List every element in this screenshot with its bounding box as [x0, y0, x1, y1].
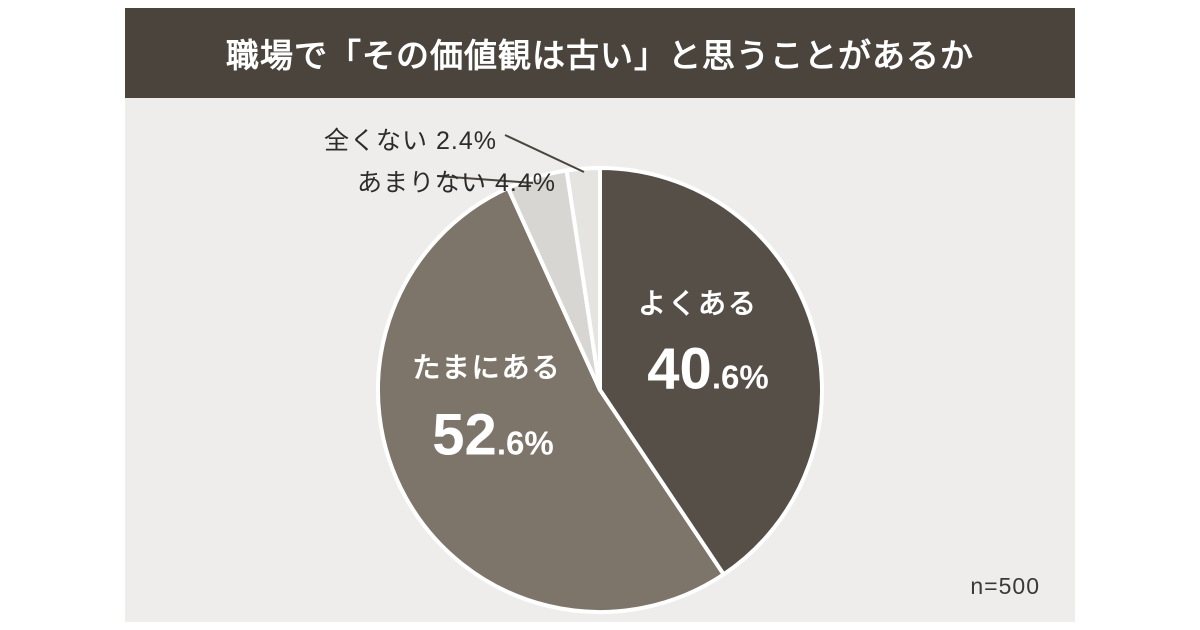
slice-value-tamaniaru: 52.6% [432, 402, 553, 469]
slice-value-yokuaru-int: 40 [647, 336, 712, 402]
chart-header: 職場で「その価値観は古い」と思うことがあるか [125, 8, 1075, 98]
slice-label-tamaniaru-text: たまにある [412, 352, 562, 383]
slice-value-yokuaru-frac: .6% [711, 358, 769, 396]
slice-label-yokuaru: よくある [638, 282, 758, 322]
pie-slice-1 [598, 166, 824, 577]
pie-svg [376, 166, 824, 614]
slice-value-yokuaru: 40.6% [647, 336, 768, 403]
callout-amarinai-text: あまりない [357, 169, 488, 197]
callout-zenkunai-value: 2.4% [436, 127, 497, 155]
callout-zenkunai-text: 全くない [324, 127, 429, 155]
slice-label-yokuaru-text: よくある [637, 288, 759, 319]
slice-value-tamaniaru-frac: .6% [496, 424, 554, 462]
pie-chart [372, 162, 828, 618]
pie-slice-2 [376, 185, 726, 614]
chart-title: 職場で「その価値観は古い」と思うことがあるか [226, 37, 974, 74]
callout-amarinai-value: 4.4% [495, 169, 556, 197]
chart-card: 職場で「その価値観は古い」と思うことがあるか よくある 40.6% たまにある … [125, 8, 1075, 622]
slice-label-tamaniaru: たまにある [412, 346, 561, 386]
slice-value-tamaniaru-int: 52 [432, 402, 497, 468]
sample-size: n=500 [970, 573, 1040, 599]
callout-label-zenkunai: 全くない 2.4% [324, 121, 497, 157]
callout-label-amarinai: あまりない 4.4% [357, 163, 556, 199]
